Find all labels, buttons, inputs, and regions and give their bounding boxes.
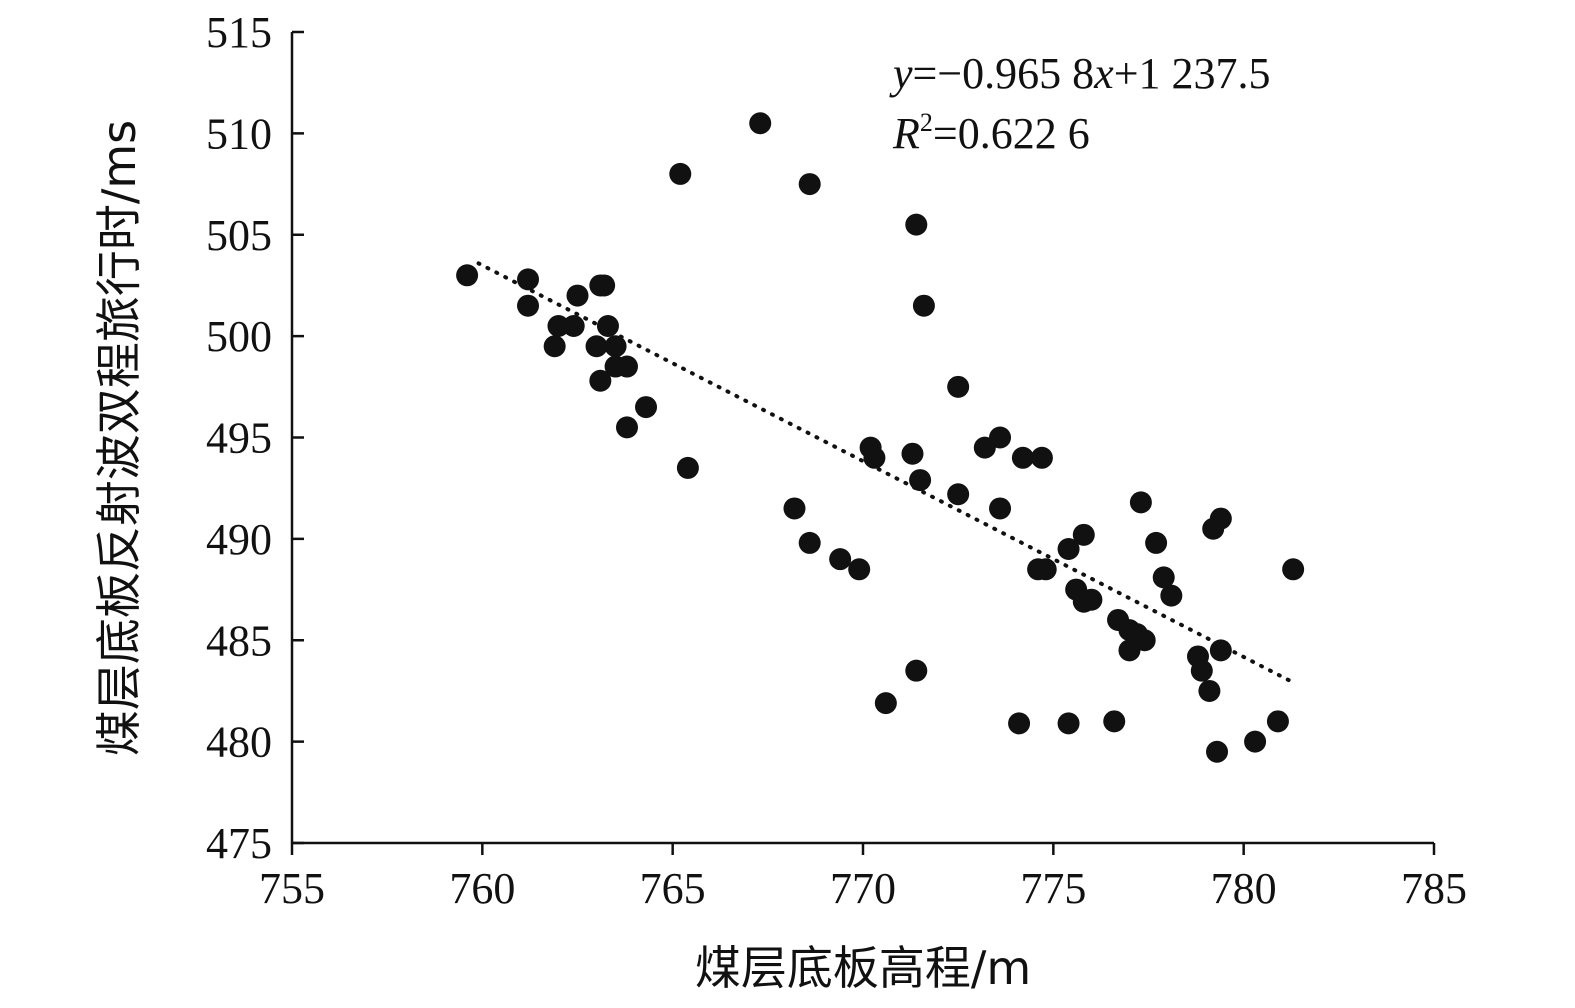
data-point bbox=[1282, 558, 1305, 581]
data-point bbox=[1198, 679, 1221, 702]
data-point bbox=[604, 335, 627, 358]
data-point bbox=[1057, 712, 1080, 735]
data-point bbox=[798, 173, 821, 196]
data-point bbox=[566, 284, 589, 307]
axes bbox=[290, 32, 1434, 845]
data-point bbox=[1011, 446, 1034, 469]
eq-intercept: +1 237.5 bbox=[1114, 49, 1271, 98]
data-point bbox=[596, 314, 619, 337]
data-point bbox=[1057, 538, 1080, 561]
y-tick-label: 480 bbox=[206, 718, 272, 767]
x-tick-label: 780 bbox=[1211, 864, 1277, 913]
data-point bbox=[1008, 712, 1031, 735]
x-tick-label: 760 bbox=[449, 864, 515, 913]
data-point bbox=[547, 314, 570, 337]
data-point bbox=[989, 497, 1012, 520]
y-tick-label: 490 bbox=[206, 515, 272, 564]
eq-x-symbol: x bbox=[1093, 49, 1114, 98]
r-symbol: R bbox=[892, 109, 920, 158]
data-point bbox=[543, 335, 566, 358]
data-point bbox=[1103, 710, 1126, 733]
x-tick-label: 765 bbox=[640, 864, 706, 913]
data-point bbox=[783, 497, 806, 520]
data-point bbox=[1080, 588, 1103, 611]
data-point bbox=[1034, 558, 1057, 581]
data-point bbox=[798, 531, 821, 554]
data-point bbox=[1209, 639, 1232, 662]
data-point bbox=[947, 375, 970, 398]
data-point bbox=[517, 268, 540, 291]
data-point bbox=[874, 692, 897, 715]
data-point bbox=[1209, 507, 1232, 530]
data-point bbox=[1160, 584, 1183, 607]
data-point bbox=[1190, 659, 1213, 682]
r-squared: R2=0.622 6 bbox=[892, 108, 1090, 158]
y-tick-label: 510 bbox=[206, 109, 272, 158]
data-point bbox=[1118, 639, 1141, 662]
y-tick-label: 495 bbox=[206, 414, 272, 463]
data-point bbox=[829, 548, 852, 571]
regression-equation: y=−0.965 8x+1 237.5 bbox=[889, 49, 1271, 98]
data-point bbox=[562, 314, 585, 337]
y-tick-label: 500 bbox=[206, 312, 272, 361]
data-point bbox=[989, 426, 1012, 449]
data-point bbox=[1266, 710, 1289, 733]
data-point bbox=[1152, 566, 1175, 589]
r-squared-value: =0.622 6 bbox=[933, 109, 1090, 158]
data-point bbox=[912, 294, 935, 317]
y-ticks: 475 480 485 490 495 500 505 510 515 bbox=[206, 8, 304, 868]
data-points bbox=[456, 112, 1305, 763]
x-tick-label: 785 bbox=[1401, 864, 1467, 913]
data-point bbox=[905, 213, 928, 236]
data-point bbox=[1072, 523, 1095, 546]
data-point bbox=[669, 162, 692, 185]
data-point bbox=[615, 355, 638, 378]
y-axis-title: 煤层底板反射波双程旅行时/ms bbox=[92, 120, 146, 756]
data-point bbox=[635, 396, 658, 419]
data-point bbox=[863, 446, 886, 469]
y-tick-label: 485 bbox=[206, 616, 272, 665]
data-point bbox=[517, 294, 540, 317]
y-tick-label: 515 bbox=[206, 8, 272, 57]
x-tick-label: 755 bbox=[259, 864, 325, 913]
data-point bbox=[905, 659, 928, 682]
r-superscript: 2 bbox=[920, 108, 933, 137]
data-point bbox=[593, 274, 616, 297]
data-point bbox=[901, 442, 924, 465]
data-point bbox=[676, 456, 699, 479]
data-point bbox=[848, 558, 871, 581]
data-point bbox=[749, 112, 772, 135]
data-point bbox=[456, 264, 479, 287]
x-tick-label: 770 bbox=[830, 864, 896, 913]
x-ticks: 755 760 765 770 775 780 785 bbox=[259, 843, 1467, 913]
data-point bbox=[947, 483, 970, 506]
eq-coefficient: =−0.965 8 bbox=[913, 49, 1095, 98]
data-point bbox=[585, 335, 608, 358]
data-point bbox=[1129, 491, 1152, 514]
eq-y-symbol: y bbox=[889, 49, 913, 98]
data-point bbox=[589, 369, 612, 392]
data-point bbox=[1145, 531, 1168, 554]
data-point bbox=[909, 469, 932, 492]
data-point bbox=[615, 416, 638, 439]
y-tick-label: 505 bbox=[206, 211, 272, 260]
data-point bbox=[1030, 446, 1053, 469]
x-tick-label: 775 bbox=[1020, 864, 1086, 913]
x-axis-title: 煤层底板高程/m bbox=[695, 941, 1031, 995]
data-point bbox=[1244, 730, 1267, 753]
y-tick-label: 475 bbox=[206, 819, 272, 868]
data-point bbox=[1206, 740, 1229, 763]
